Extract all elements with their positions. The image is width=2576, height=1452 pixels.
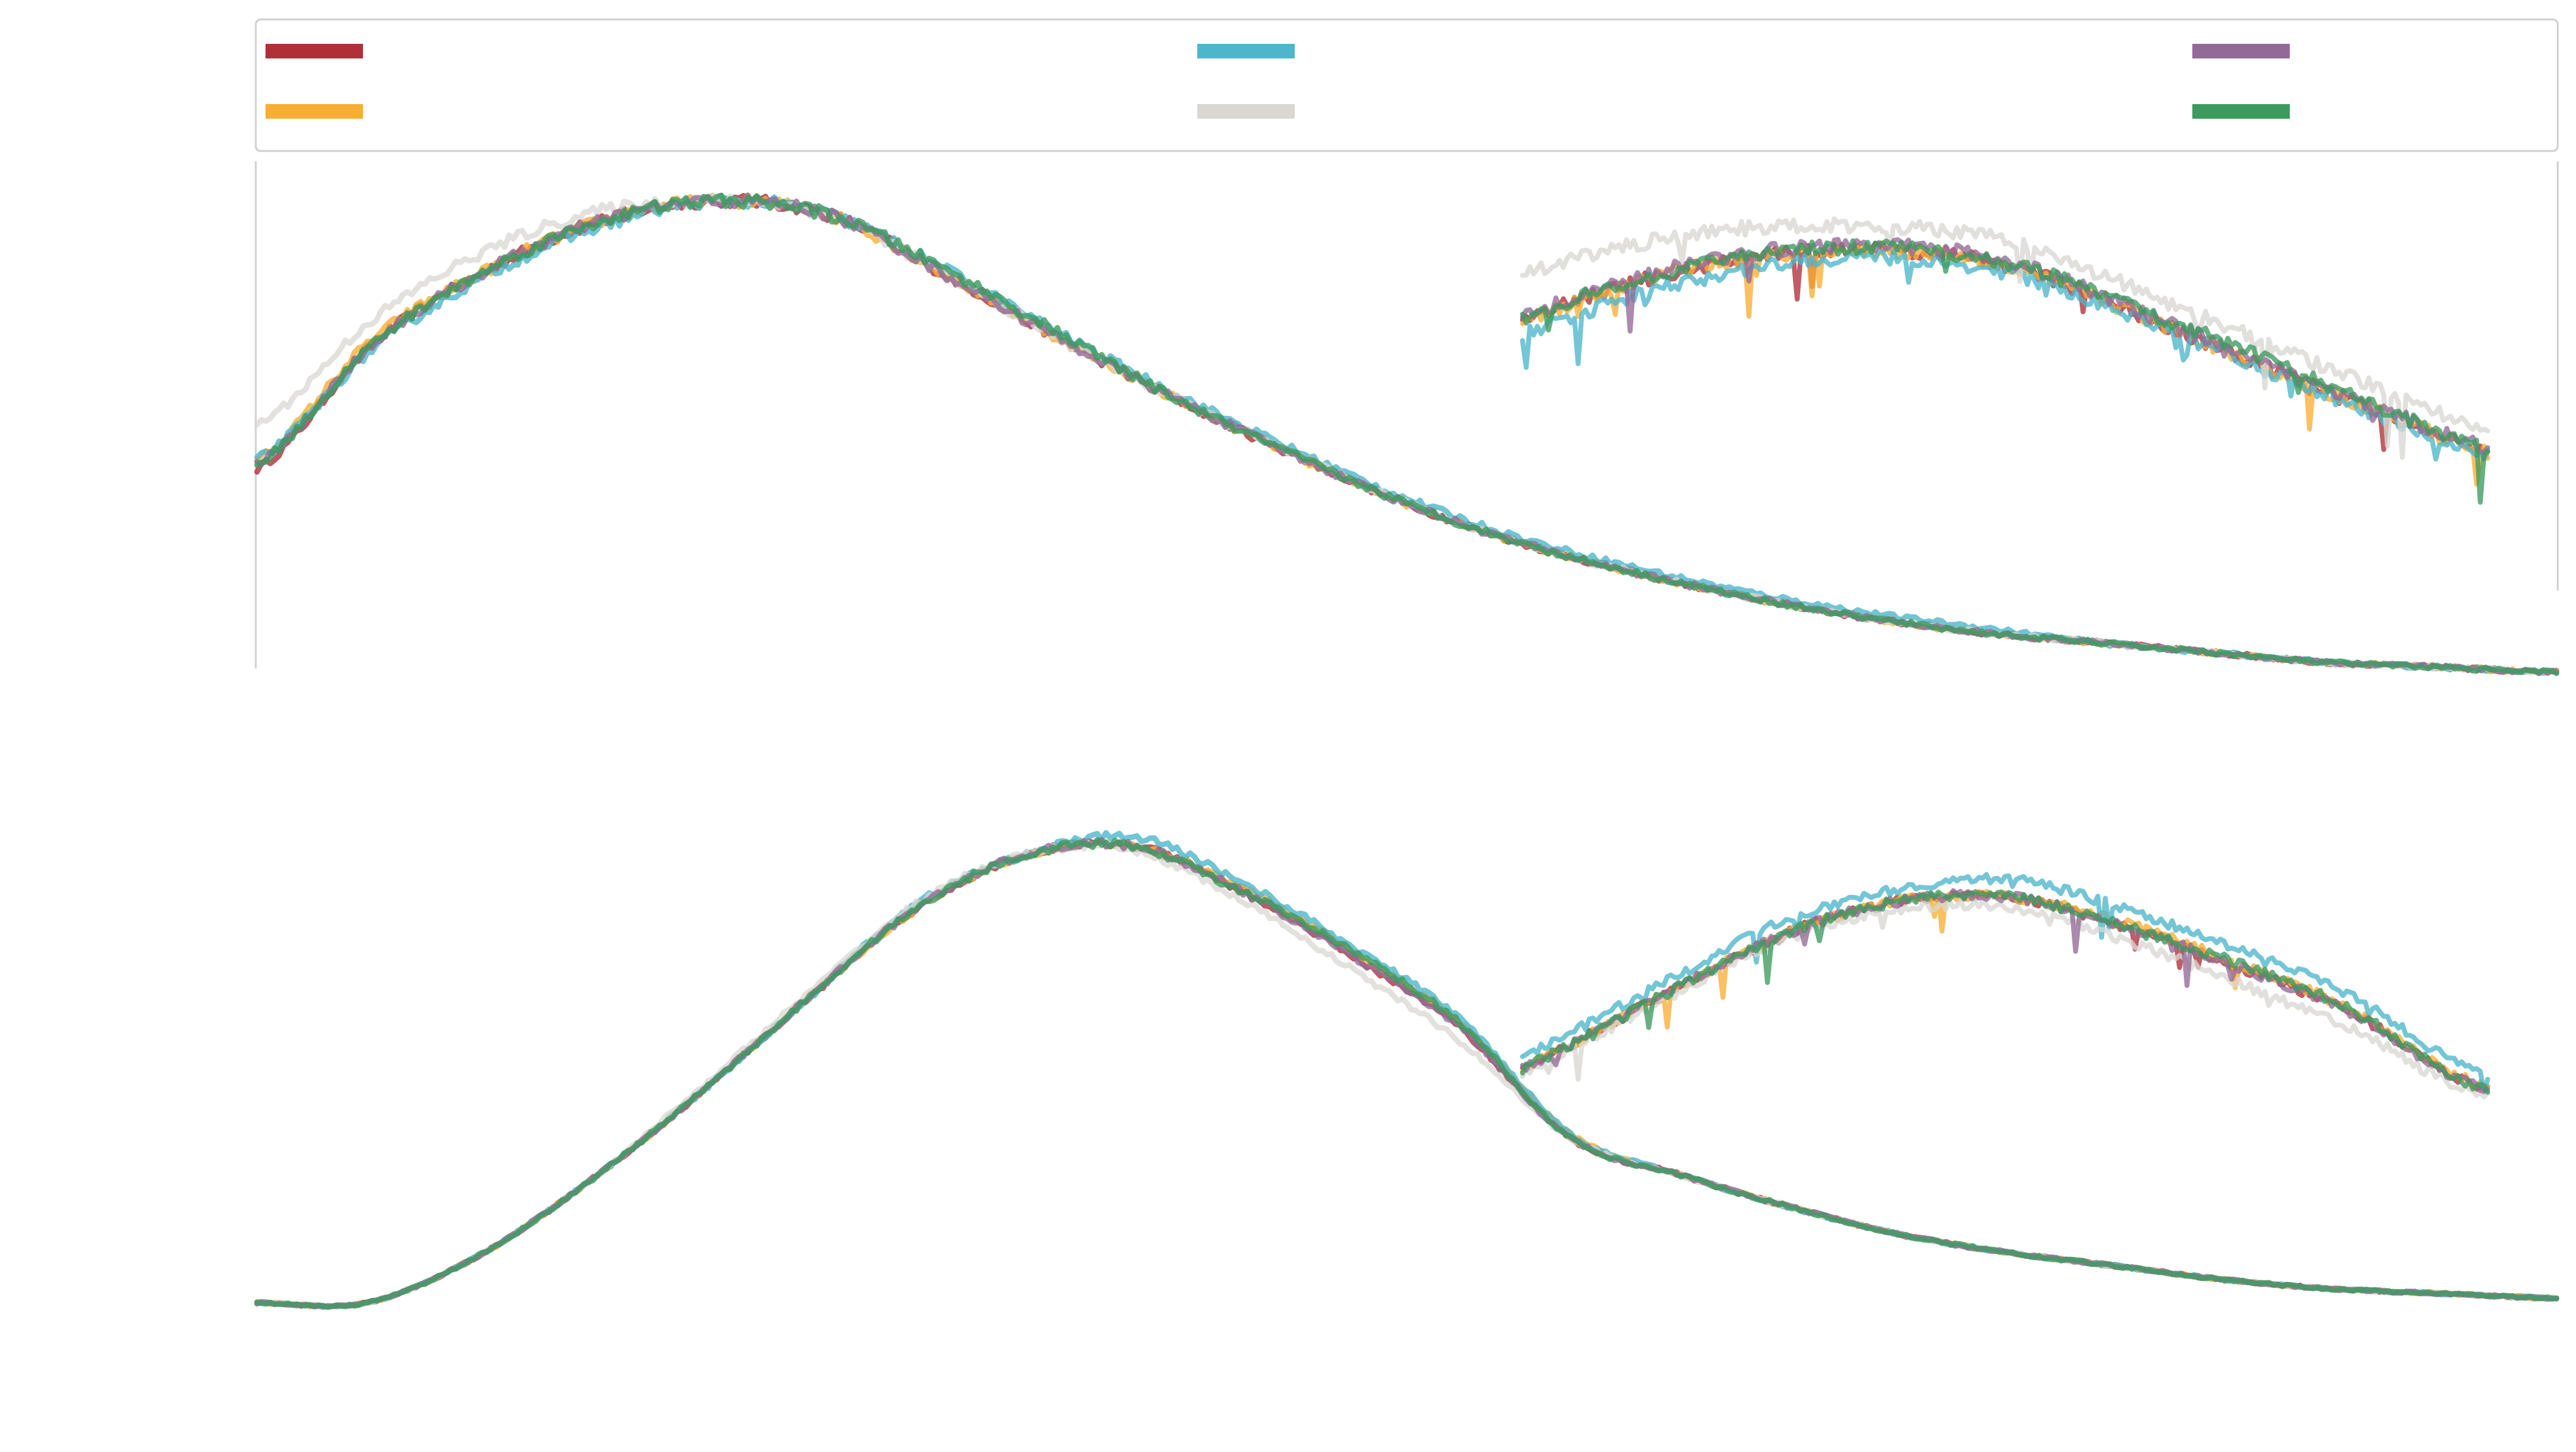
bottom-series-group <box>254 830 2560 1310</box>
legend-swatch <box>1197 44 1295 58</box>
legend-swatch <box>266 104 363 119</box>
top-inset <box>1520 216 2490 505</box>
series-line <box>254 838 2560 1310</box>
legend-swatch <box>1197 104 1295 119</box>
bottom-panel <box>254 830 2560 1310</box>
inset-series-line <box>1520 248 2490 462</box>
series-line <box>254 837 2560 1310</box>
top-series-group <box>254 192 2560 676</box>
bottom-inset <box>1520 872 2490 1100</box>
inset-series-line <box>1520 888 2490 1094</box>
series-line <box>254 838 2560 1310</box>
inset-series-line <box>1520 872 2490 1095</box>
inset-series-line <box>1520 238 2490 505</box>
series-line <box>254 830 2560 1310</box>
series-line <box>254 192 2560 676</box>
legend <box>255 18 2559 152</box>
series-line <box>254 193 2560 676</box>
series-line <box>254 192 2560 676</box>
series-line <box>254 192 2560 675</box>
series-line <box>254 836 2560 1310</box>
inset-series-line <box>1520 897 2490 1100</box>
legend-frame <box>255 18 2559 152</box>
inset-series-line <box>1520 216 2490 460</box>
top-panel <box>254 161 2560 676</box>
legend-swatch <box>2192 104 2290 119</box>
legend-swatch <box>2192 44 2290 58</box>
series-line <box>254 840 2560 1310</box>
inset-series-line <box>1520 889 2490 1095</box>
legend-swatch <box>266 44 363 58</box>
series-line <box>254 192 2560 676</box>
series-line <box>254 192 2560 676</box>
